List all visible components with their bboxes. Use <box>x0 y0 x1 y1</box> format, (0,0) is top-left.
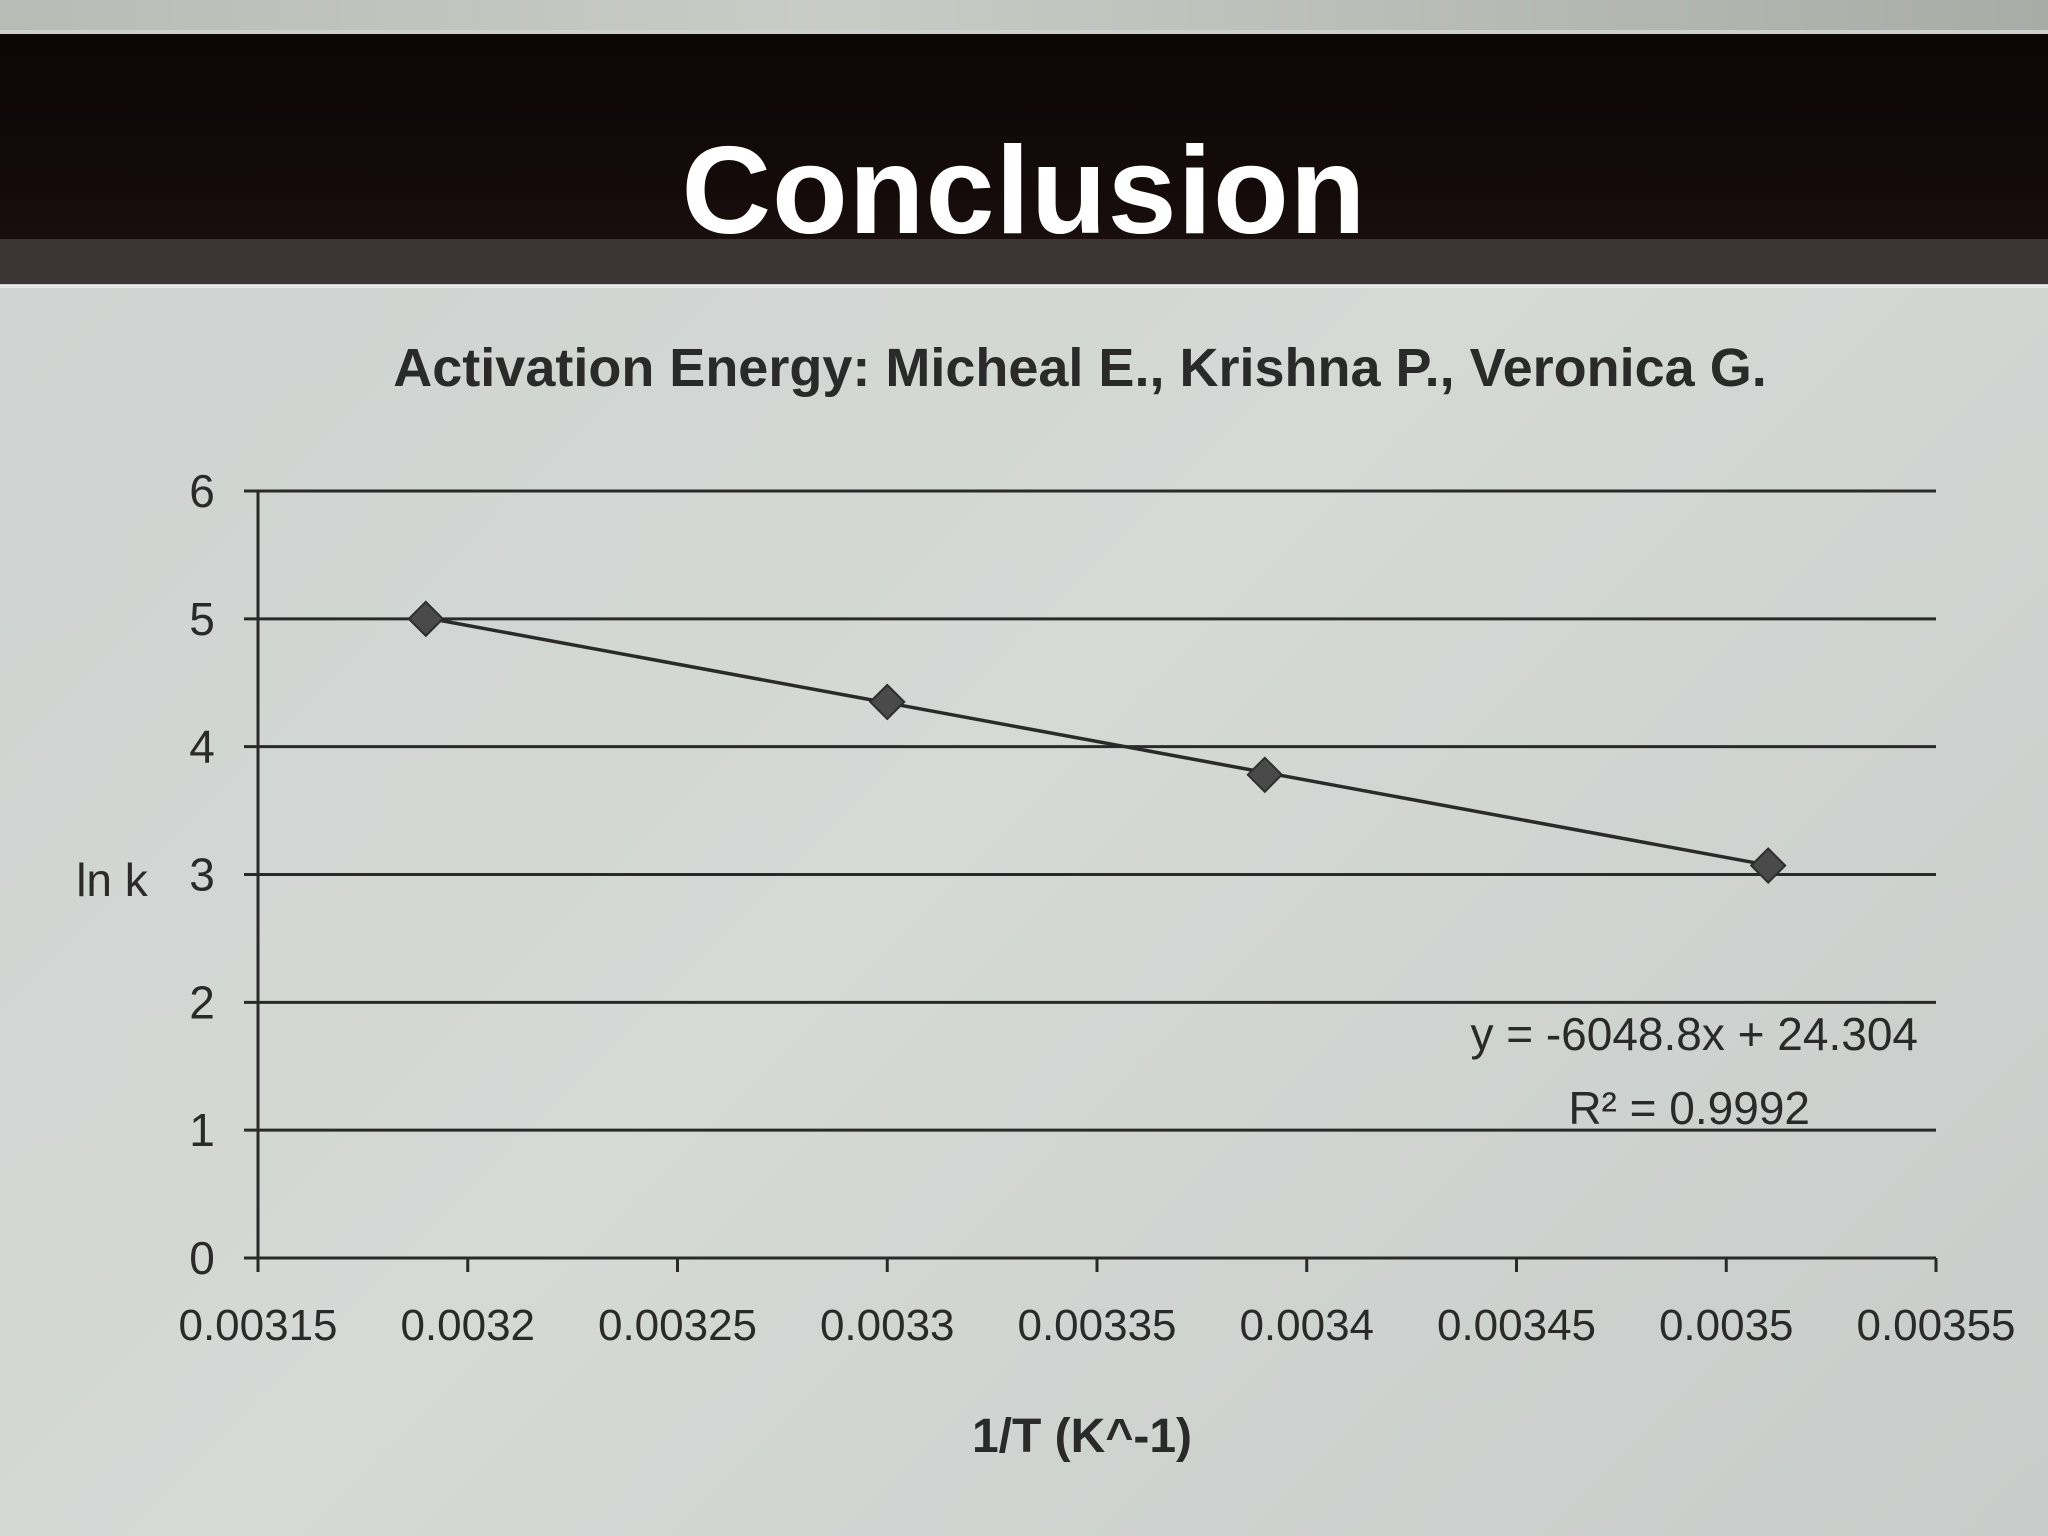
x-tick-label-4: 0.00335 <box>1017 1301 1176 1350</box>
data-points <box>407 600 1787 884</box>
x-tick-label-5: 0.0034 <box>1239 1301 1374 1350</box>
slide-title: Conclusion <box>681 122 1367 260</box>
data-point-3 <box>1749 847 1787 884</box>
x-tick-label-8: 0.00355 <box>1856 1301 2015 1350</box>
y-axis-label: ln k <box>76 854 149 906</box>
y-tick-label-5: 5 <box>189 593 215 645</box>
y-tick-label-4: 4 <box>189 721 215 773</box>
x-tick-label-7: 0.0035 <box>1659 1301 1794 1350</box>
title-divider <box>0 285 2048 288</box>
trendline-layer <box>425 616 1769 867</box>
y-tick-label-6: 6 <box>189 465 215 517</box>
data-point-0 <box>407 600 445 638</box>
paper-photo-background <box>0 288 2048 1536</box>
x-axis-label: 1/T (K^-1) <box>972 1410 1192 1463</box>
y-tick-label-1: 1 <box>189 1104 215 1156</box>
y-tick-labels: 0 1 2 3 4 5 6 <box>189 465 215 1284</box>
y-tick-label-0: 0 <box>189 1232 215 1284</box>
data-point-1 <box>868 683 906 721</box>
x-tick-label-1: 0.0032 <box>400 1301 535 1350</box>
grid-lines <box>244 489 1936 1132</box>
data-point-2 <box>1246 756 1284 794</box>
chart-title: Activation Energy: Micheal E., Krishna P… <box>393 338 1766 398</box>
x-tick-labels: 0.00315 0.0032 0.00325 0.0033 0.00335 0.0034 0… <box>178 1301 2015 1350</box>
chart-container: Activation Energy: Micheal E., Krishna P… <box>0 288 2048 1536</box>
title-bar <box>0 34 2048 284</box>
activation-energy-chart: Activation Energy: Micheal E., Krishna P… <box>76 338 2015 1463</box>
axes <box>244 491 1938 1272</box>
r-squared-label: R² = 0.9992 <box>1568 1082 1810 1134</box>
top-decor-strip <box>0 0 2048 30</box>
trendline <box>425 616 1769 867</box>
x-tick-label-2: 0.00325 <box>598 1301 757 1350</box>
y-tick-label-2: 2 <box>189 976 215 1028</box>
x-tick-label-6: 0.00345 <box>1437 1301 1596 1350</box>
y-tick-label-3: 3 <box>189 849 215 901</box>
trendline-equation: y = -6048.8x + 24.304 <box>1470 1008 1918 1060</box>
x-tick-label-0: 0.00315 <box>178 1301 337 1350</box>
x-tick-label-3: 0.0033 <box>820 1301 955 1350</box>
